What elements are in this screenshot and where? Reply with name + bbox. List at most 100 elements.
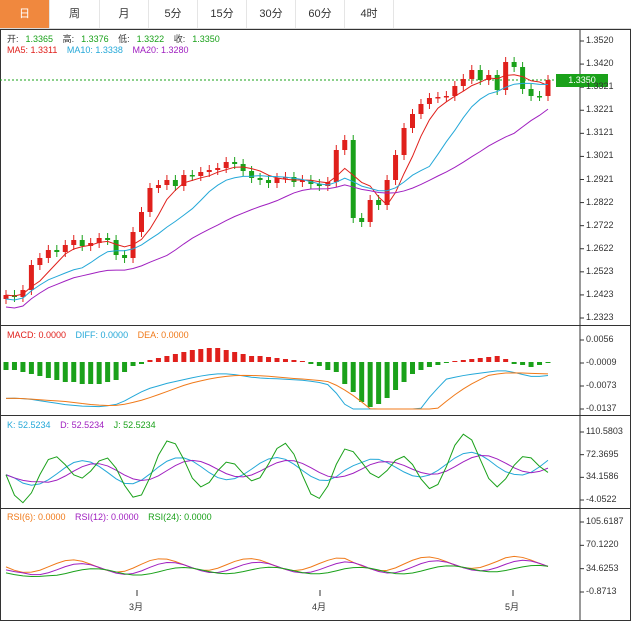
macd-bar	[172, 354, 178, 362]
macd-bar	[316, 362, 322, 366]
rsi-tick-label: 70.1220	[586, 539, 619, 550]
macd-bar	[28, 362, 34, 374]
candle	[223, 162, 229, 168]
time-tick-label: 3月	[129, 602, 144, 612]
price-tick-label: 1.2523	[586, 265, 614, 276]
macd-bar	[96, 362, 102, 384]
candle	[147, 188, 153, 212]
candle	[139, 212, 144, 232]
tab-day[interactable]: 日	[0, 0, 50, 28]
candle	[215, 168, 221, 170]
price-tick-label: 1.3420	[586, 58, 614, 69]
ohlc-legend: 开: 1.3365 高: 1.3376 低: 1.3322 收: 1.3350	[7, 34, 220, 44]
candle	[435, 97, 441, 99]
candle	[249, 171, 255, 178]
macd-bar	[181, 352, 187, 362]
macd-bar	[122, 362, 128, 372]
time-tick-label: 4月	[312, 602, 327, 612]
kdj-j-line	[5, 433, 549, 504]
macd-bar	[45, 362, 51, 378]
macd-bar	[401, 362, 407, 382]
macd-bar	[189, 350, 195, 362]
macd-bar	[452, 361, 458, 362]
macd-bar	[266, 357, 272, 362]
candle	[350, 140, 356, 218]
candle	[232, 162, 238, 164]
ma-legend: MA5: 1.3311 MA10: 1.3338 MA20: 1.3280	[7, 45, 189, 55]
tab-week[interactable]: 周	[50, 0, 100, 28]
candle	[274, 178, 280, 183]
price-tick-label: 1.2323	[586, 312, 614, 322]
macd-bar	[240, 354, 246, 362]
candle	[28, 265, 34, 290]
candle	[164, 180, 170, 185]
macd-bar	[460, 360, 466, 362]
tab-5min[interactable]: 5分	[149, 0, 198, 28]
macd-bar	[511, 362, 517, 364]
tab-month[interactable]: 月	[100, 0, 149, 28]
macd-bar	[274, 358, 280, 362]
candle	[545, 80, 551, 96]
macd-bar	[105, 362, 111, 382]
macd-bar	[71, 362, 77, 382]
candle	[376, 200, 382, 205]
price-tick-label: 1.3321	[586, 81, 614, 92]
candle	[3, 295, 9, 299]
macd-bar	[393, 362, 399, 390]
macd-dea-line	[5, 372, 549, 410]
candle	[206, 170, 212, 172]
macd-diff-line	[5, 370, 549, 410]
macd-bar	[376, 362, 382, 404]
candle	[96, 238, 102, 243]
candle	[266, 180, 272, 183]
macd-bar	[469, 359, 475, 362]
tab-15min[interactable]: 15分	[198, 0, 247, 28]
rsi24-line	[5, 564, 549, 577]
macd-bar	[3, 362, 9, 370]
macd-bar	[426, 362, 432, 367]
rsi-tick-label: 34.6253	[586, 562, 619, 573]
tab-30min[interactable]: 30分	[247, 0, 296, 28]
candle	[452, 86, 458, 96]
rsi-plot	[5, 555, 549, 577]
candle	[537, 96, 543, 98]
rsi-tick-label: -0.8713	[586, 586, 617, 596]
macd-bar	[11, 362, 17, 370]
kdj-legend: K: 52.5234 D: 52.5234 J: 52.5234	[7, 420, 156, 430]
candle	[62, 245, 68, 252]
macd-bar	[503, 359, 509, 362]
ma20-line	[5, 108, 549, 309]
candle	[45, 250, 51, 258]
macd-bar	[37, 362, 43, 376]
tab-4hour[interactable]: 4时	[345, 0, 394, 28]
candle	[359, 218, 365, 222]
macd-bar	[435, 362, 441, 365]
candle	[469, 70, 475, 79]
macd-tick-label: -0.0073	[586, 380, 617, 390]
macd-bar	[147, 360, 153, 362]
candle	[105, 238, 111, 240]
rsi-legend: RSI(6): 0.0000 RSI(12): 0.0000 RSI(24): …	[7, 512, 212, 522]
macd-bar	[537, 362, 543, 365]
macd-bar	[486, 357, 492, 362]
macd-bar	[367, 362, 373, 407]
time-tick-label: 5月	[505, 602, 520, 612]
macd-bar	[88, 362, 94, 384]
macd-bar	[232, 352, 238, 362]
candle	[172, 180, 178, 186]
macd-bar	[299, 361, 305, 362]
macd-bar	[384, 362, 390, 398]
price-tick-label: 1.3221	[586, 104, 614, 115]
candle	[198, 172, 204, 176]
macd-bar	[545, 362, 551, 363]
tab-60min[interactable]: 60分	[296, 0, 345, 28]
macd-bar	[198, 349, 204, 362]
macd-bar	[291, 360, 297, 362]
macd-bar	[418, 362, 424, 370]
candle	[520, 67, 526, 89]
candle	[401, 128, 407, 155]
macd-bar	[139, 362, 144, 364]
macd-bar	[20, 362, 26, 372]
macd-bar	[520, 362, 526, 365]
